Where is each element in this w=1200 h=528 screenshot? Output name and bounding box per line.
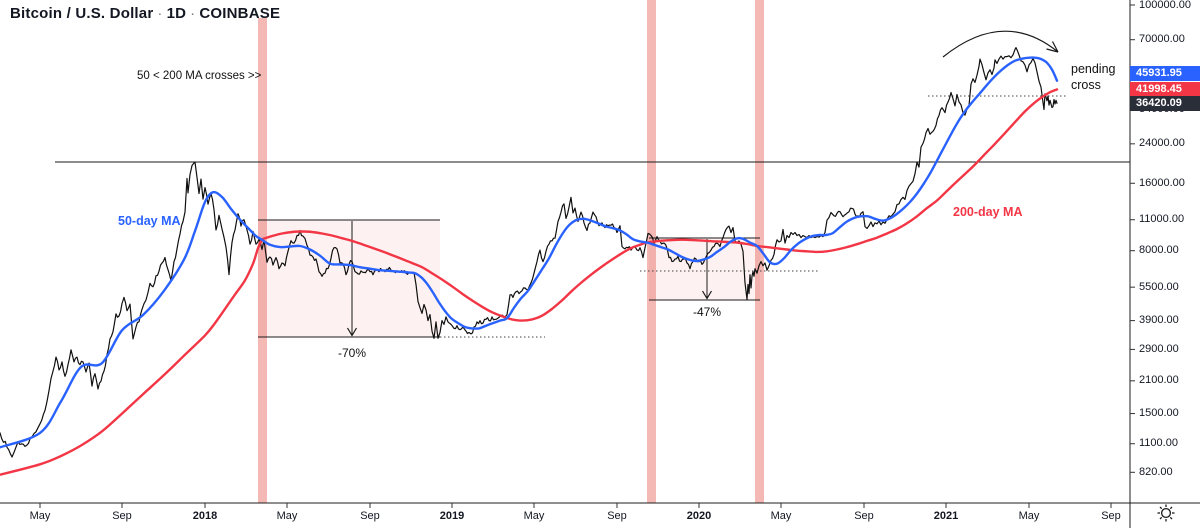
symbol-name[interactable]: Bitcoin / U.S. Dollar [10, 5, 154, 22]
sun-theme-icon[interactable] [1152, 500, 1180, 526]
pending-cross-note: pending cross [1071, 62, 1116, 92]
x-axis-label: May [1018, 510, 1040, 522]
symbol-title[interactable]: Bitcoin / U.S. Dollar · 1D · COINBASE [10, 5, 280, 22]
btc-usd-price-line [0, 47, 1058, 458]
price-scale-tag: 45931.95 [1130, 66, 1200, 81]
y-axis-label: 100000.00 [1139, 0, 1191, 11]
drawdown-box [258, 220, 440, 337]
x-axis-label: May [29, 510, 51, 522]
y-axis-label: 24000.00 [1139, 137, 1185, 150]
y-axis-label: 1500.00 [1139, 407, 1179, 420]
ma-cross-band [755, 0, 764, 503]
x-axis-label: 2021 [933, 510, 959, 522]
drawdown-arrowhead [701, 290, 713, 300]
ma-crosses-note: 50 < 200 MA crosses >> [137, 70, 262, 82]
y-axis-label: 820.00 [1139, 465, 1173, 478]
x-axis-label: May [276, 510, 298, 522]
y-axis-label: 1100.00 [1139, 437, 1178, 450]
arc-arrowhead [1046, 41, 1059, 53]
drawdown-box [649, 238, 760, 300]
y-axis-label: 2900.00 [1139, 342, 1179, 355]
ma200-label: 200-day MA [953, 205, 1023, 219]
title-separator: · [190, 5, 196, 22]
y-axis-label: 5500.00 [1139, 280, 1179, 293]
sun-icon [1157, 504, 1175, 522]
interval-label[interactable]: 1D [166, 5, 187, 22]
x-axis-label: Sep [112, 510, 132, 522]
x-axis-label: Sep [607, 510, 627, 522]
200-day-ma-line [0, 88, 1059, 476]
y-axis-label: 16000.00 [1139, 176, 1185, 189]
y-axis-label: 3900.00 [1139, 314, 1179, 327]
title-separator: · [157, 5, 163, 22]
drawdown-percent-label: -70% [337, 346, 367, 360]
price-scale-tag: 36420.09 [1130, 96, 1200, 111]
x-axis-label: May [523, 510, 545, 522]
x-axis-label: May [770, 510, 792, 522]
x-axis-label: Sep [360, 510, 380, 522]
ma-cross-band [647, 0, 656, 503]
y-axis-label: 2100.00 [1139, 374, 1179, 387]
rounding-top-arc-arrow [942, 30, 1059, 58]
x-axis-label: Sep [854, 510, 874, 522]
y-axis-label: 11000.00 [1139, 213, 1185, 226]
x-axis-label: 2020 [686, 510, 712, 522]
y-axis-label: 70000.00 [1139, 33, 1185, 46]
ma-cross-band [258, 18, 267, 503]
price-scale-tag: 41998.45 [1130, 82, 1200, 97]
y-axis-label: 8000.00 [1139, 244, 1179, 257]
drawdown-arrowhead [346, 327, 358, 337]
x-axis-label: 2018 [192, 510, 218, 522]
50-day-ma-line [0, 56, 1059, 449]
drawdown-percent-label: -47% [692, 305, 722, 319]
exchange-label: COINBASE [199, 5, 281, 22]
x-axis-label: Sep [1101, 510, 1121, 522]
ma50-label: 50-day MA [118, 214, 181, 228]
x-axis-label: 2019 [439, 510, 465, 522]
